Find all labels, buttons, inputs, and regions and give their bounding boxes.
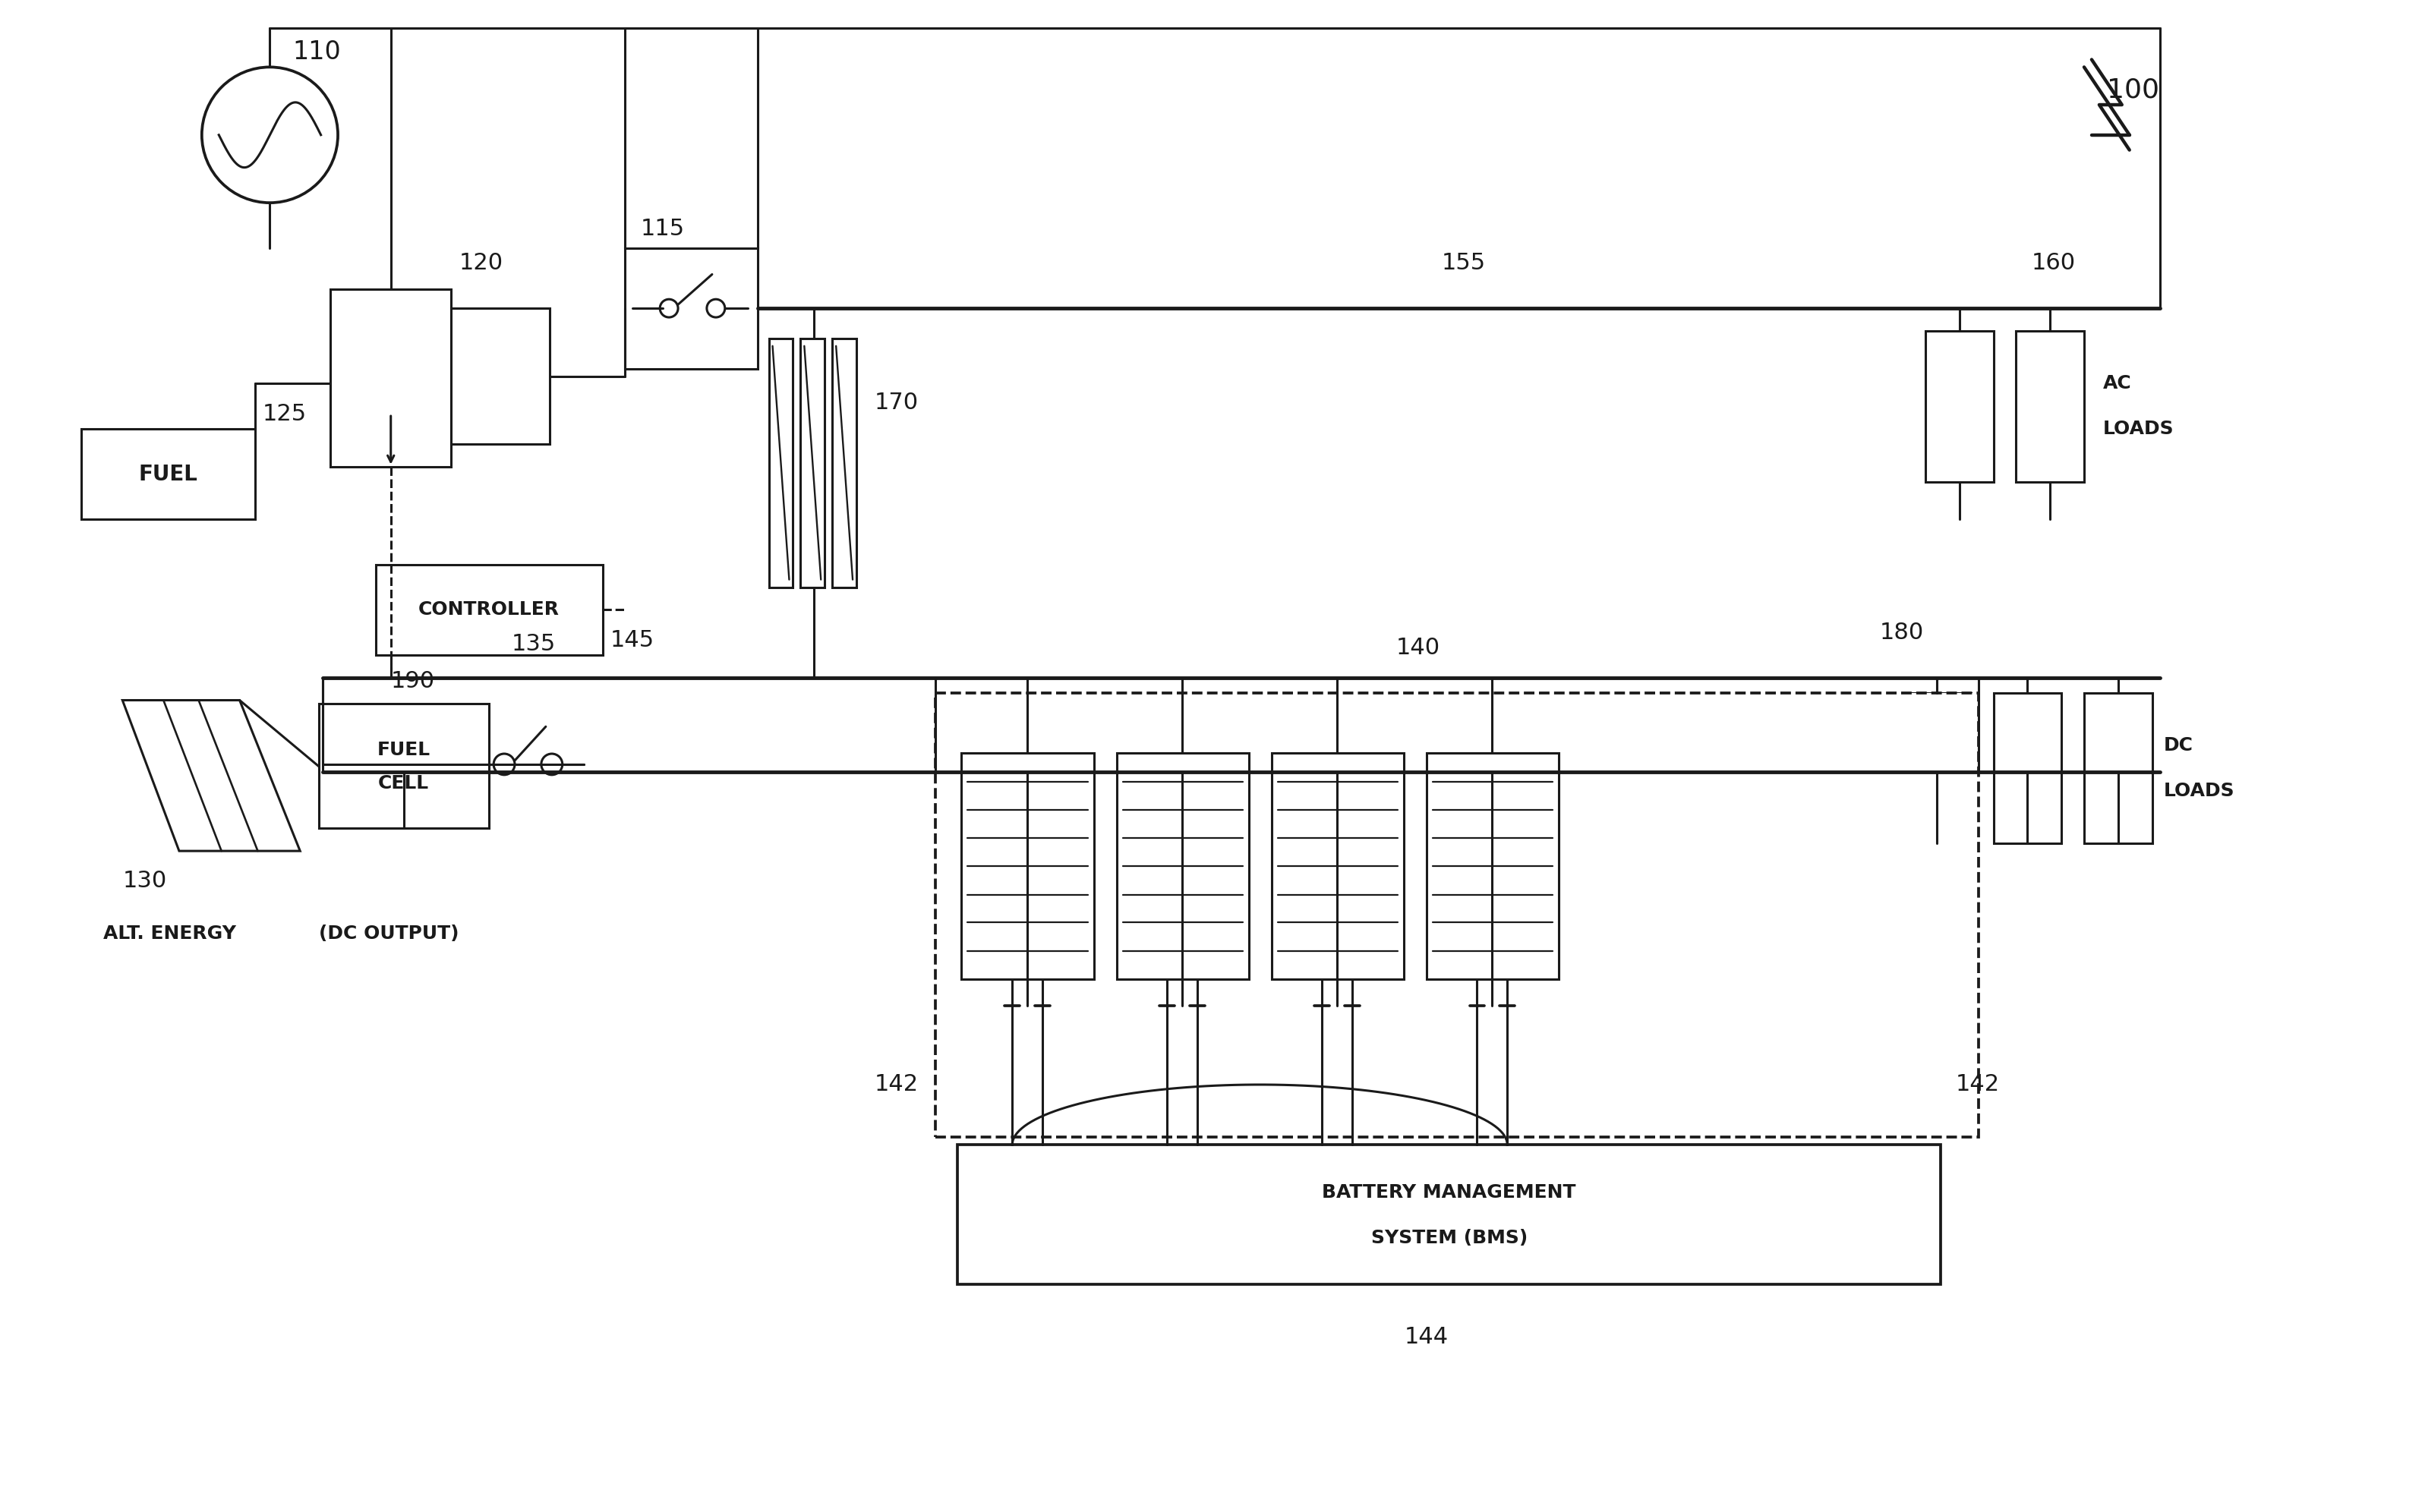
- Text: 142: 142: [1955, 1074, 2001, 1096]
- Bar: [451, 308, 550, 445]
- Bar: [1925, 331, 1993, 482]
- Text: 142: 142: [875, 1074, 919, 1096]
- Text: 140: 140: [1397, 637, 1440, 658]
- Text: 100: 100: [2107, 77, 2158, 103]
- Text: SYSTEM (BMS): SYSTEM (BMS): [1370, 1229, 1528, 1247]
- Bar: [1993, 692, 2061, 844]
- Text: 155: 155: [1440, 253, 1487, 274]
- Text: 125: 125: [262, 402, 306, 425]
- Text: FUEL: FUEL: [138, 464, 196, 485]
- Text: 135: 135: [512, 632, 555, 655]
- Text: 180: 180: [1879, 621, 1923, 644]
- Text: 130: 130: [121, 869, 167, 892]
- Text: (DC OUTPUT): (DC OUTPUT): [320, 925, 458, 943]
- Text: DC: DC: [2163, 736, 2192, 754]
- Text: ALT. ENERGY: ALT. ENERGY: [104, 925, 235, 943]
- Bar: [1116, 753, 1249, 980]
- Text: CELL: CELL: [378, 774, 429, 792]
- Text: LOADS: LOADS: [2163, 782, 2233, 800]
- Bar: [2083, 692, 2151, 844]
- Bar: [800, 339, 825, 587]
- Bar: [1904, 692, 1972, 844]
- Bar: [626, 248, 757, 369]
- Bar: [80, 429, 255, 519]
- Bar: [958, 1145, 1940, 1284]
- Text: 110: 110: [293, 39, 342, 65]
- Text: 120: 120: [458, 253, 502, 274]
- Text: AC: AC: [2102, 375, 2132, 393]
- Text: FUEL: FUEL: [376, 741, 429, 759]
- Bar: [1271, 753, 1404, 980]
- Bar: [320, 705, 490, 829]
- Text: 115: 115: [640, 218, 684, 240]
- Text: BATTERY MANAGEMENT: BATTERY MANAGEMENT: [1322, 1184, 1576, 1202]
- Bar: [936, 692, 1979, 1137]
- Text: 144: 144: [1404, 1326, 1448, 1349]
- Text: CONTROLLER: CONTROLLER: [420, 600, 560, 618]
- Bar: [769, 339, 793, 587]
- Polygon shape: [121, 700, 301, 851]
- Bar: [963, 753, 1094, 980]
- Text: 190: 190: [390, 670, 434, 692]
- Text: 160: 160: [2032, 253, 2076, 274]
- Bar: [1426, 753, 1559, 980]
- Bar: [2015, 331, 2083, 482]
- Text: 170: 170: [875, 392, 919, 413]
- Bar: [832, 339, 856, 587]
- Bar: [330, 289, 451, 467]
- Text: 145: 145: [611, 629, 655, 652]
- Text: LOADS: LOADS: [2102, 420, 2175, 438]
- Bar: [376, 564, 601, 655]
